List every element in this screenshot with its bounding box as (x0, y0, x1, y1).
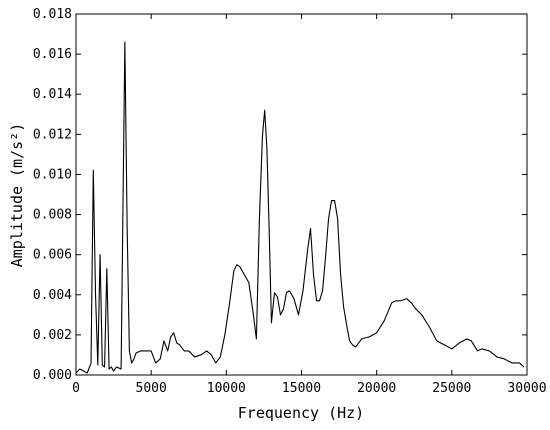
y-tick-label: 0.012 (33, 127, 72, 142)
y-tick-label: 0.008 (33, 208, 72, 223)
x-axis-title: Frequency (Hz) (238, 404, 364, 422)
x-tick-label: 5000 (136, 381, 167, 396)
y-tick-label: 0.006 (33, 248, 72, 263)
y-tick-label: 0.002 (33, 328, 72, 343)
y-tick-label: 0.004 (33, 288, 72, 303)
y-tick-label: 0.010 (33, 167, 72, 182)
plot-frame (75, 13, 528, 376)
x-tick-label: 15000 (282, 381, 321, 396)
x-tick-label: 20000 (357, 381, 396, 396)
y-axis-title: Amplitude (m/s²) (8, 123, 26, 268)
x-tick-label: 10000 (207, 381, 246, 396)
x-tick-label: 30000 (507, 381, 546, 396)
y-tick-label: 0.018 (33, 7, 72, 22)
y-axis-ticks: 0.000 0.002 0.004 0.006 0.008 0.010 0.012 0.014… (33, 7, 527, 383)
y-tick-label: 0.014 (33, 87, 72, 102)
y-tick-label: 0.000 (33, 368, 72, 383)
y-tick-label: 0.016 (33, 47, 72, 62)
amplitude-series-line (75, 41, 525, 374)
x-axis-ticks: 0 5000 10000 15000 20000 25000 30000 (72, 14, 547, 396)
x-tick-label: 0 (72, 381, 80, 396)
x-tick-label: 25000 (432, 381, 471, 396)
